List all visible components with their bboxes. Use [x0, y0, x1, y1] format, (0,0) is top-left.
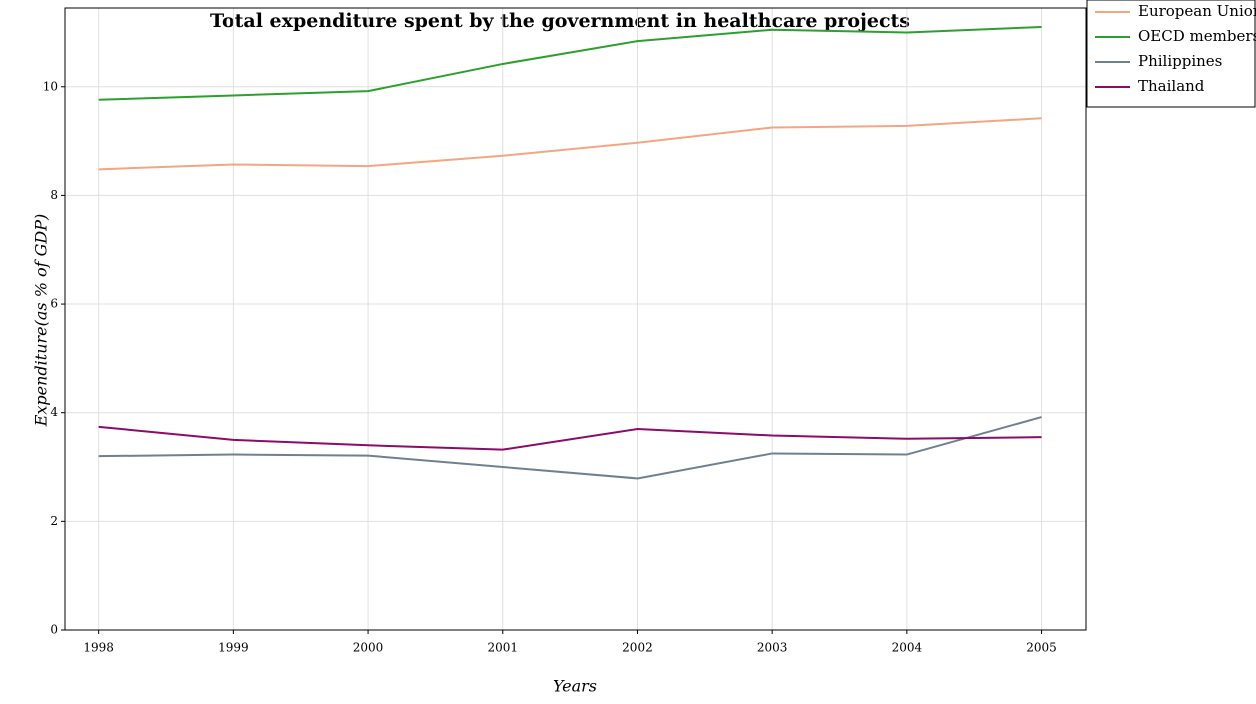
- x-tick-label: 2002: [622, 641, 653, 655]
- x-tick-label: 2000: [353, 641, 384, 655]
- series-line: [98, 26, 1042, 101]
- x-tick-label: 1999: [218, 641, 249, 655]
- legend-label: Philippines: [1138, 52, 1222, 70]
- x-tick-label: 1998: [83, 641, 114, 655]
- x-tick-label: 2003: [757, 641, 788, 655]
- y-tick-label: 2: [50, 514, 58, 528]
- legend-label: OECD members: [1138, 27, 1256, 45]
- series-line: [98, 117, 1042, 171]
- x-tick-label: 2005: [1026, 641, 1057, 655]
- y-tick-label: 4: [50, 405, 58, 419]
- legend-box: [1086, 0, 1256, 108]
- plot-frame: [64, 7, 1087, 631]
- legend-label: European Union: [1138, 2, 1256, 20]
- y-tick-label: 0: [50, 623, 58, 637]
- x-tick-label: 2001: [487, 641, 518, 655]
- y-axis-label: Expenditure(as % of GDP): [32, 214, 51, 428]
- y-tick-label: 8: [50, 188, 58, 202]
- x-axis-label: Years: [553, 677, 597, 696]
- y-tick-label: 10: [43, 79, 58, 93]
- series-line: [98, 416, 1042, 480]
- series-line: [98, 425, 1042, 451]
- chart-title: Total expenditure spent by the governmen…: [210, 10, 910, 32]
- legend-label: Thailand: [1138, 77, 1205, 95]
- x-tick-label: 2004: [892, 641, 923, 655]
- y-tick-label: 6: [50, 297, 58, 311]
